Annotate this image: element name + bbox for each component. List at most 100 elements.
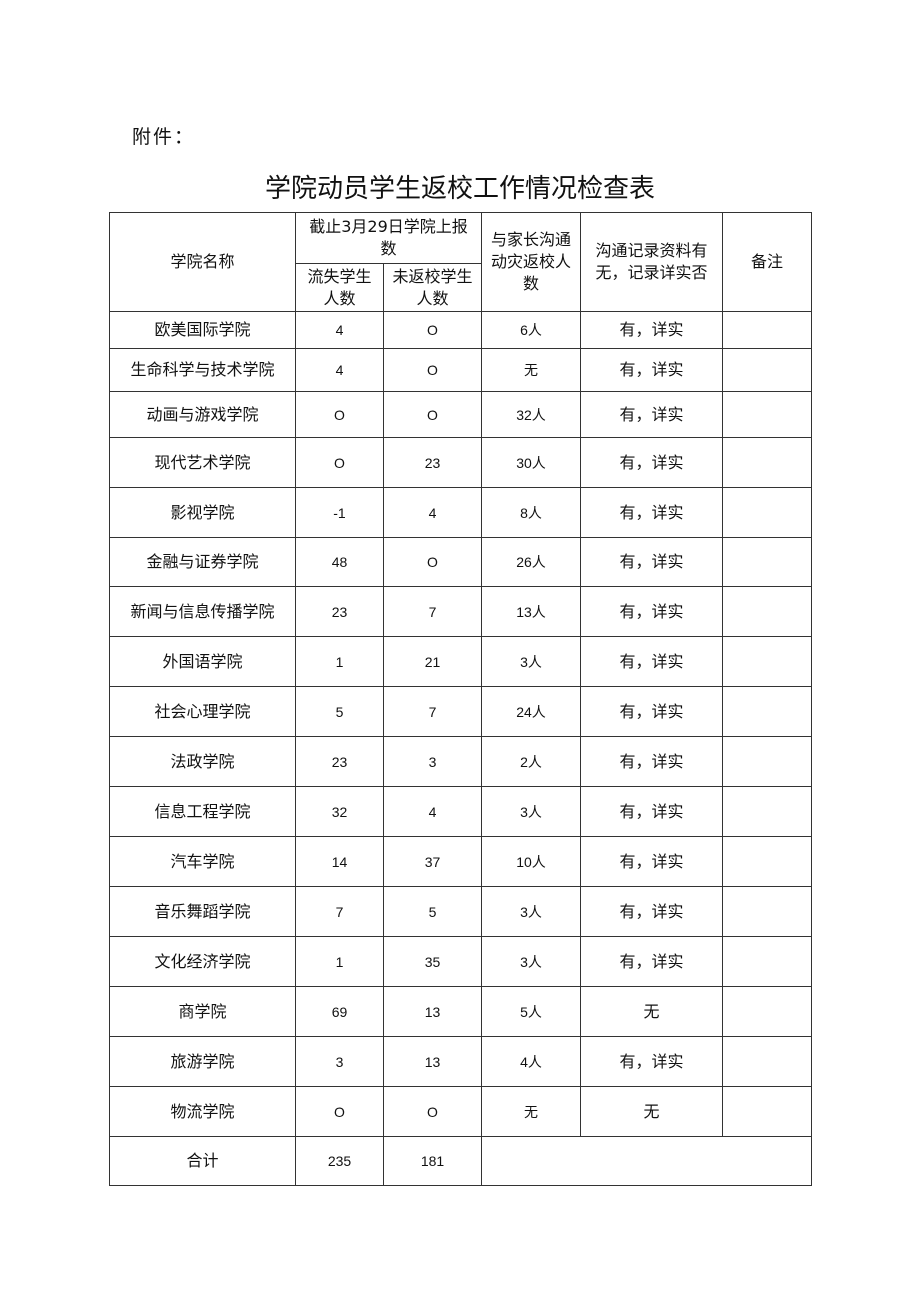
remarks-cell <box>722 391 812 438</box>
lost-students-cell: 23 <box>295 586 384 637</box>
parent-contact-cell: 24人 <box>481 686 581 737</box>
remarks-cell <box>722 537 812 587</box>
records-cell: 有，详实 <box>580 586 723 637</box>
lost-students-cell: 48 <box>295 537 384 587</box>
records-cell: 有，详实 <box>580 736 723 787</box>
college-name-cell: 影视学院 <box>109 487 296 538</box>
lost-students-cell: O <box>295 437 384 488</box>
remarks-cell <box>722 437 812 488</box>
records-cell: 有，详实 <box>580 348 723 392</box>
header-records: 沟通记录资料有无，记录详实否 <box>580 212 723 312</box>
college-name-cell: 生命科学与技术学院 <box>109 348 296 392</box>
parent-contact-cell: 2人 <box>481 736 581 787</box>
remarks-cell <box>722 348 812 392</box>
records-cell: 有，详实 <box>580 537 723 587</box>
parent-contact-cell: 无 <box>481 1086 581 1137</box>
records-cell: 有，详实 <box>580 836 723 887</box>
not-returned-cell: 35 <box>383 936 482 987</box>
remarks-cell <box>722 1036 812 1087</box>
parent-contact-cell: 30人 <box>481 437 581 488</box>
college-name-cell: 动画与游戏学院 <box>109 391 296 438</box>
not-returned-cell: 37 <box>383 836 482 887</box>
table-row: 现代艺术学院 O 23 30人 有，详实 <box>109 437 812 488</box>
table-row: 文化经济学院 1 35 3人 有，详实 <box>109 936 812 987</box>
lost-students-cell: 1 <box>295 636 384 687</box>
total-label: 合计 <box>109 1136 296 1186</box>
remarks-cell <box>722 311 812 349</box>
lost-students-cell: 7 <box>295 886 384 937</box>
not-returned-cell: 5 <box>383 886 482 937</box>
not-returned-cell: 3 <box>383 736 482 787</box>
document-title: 学院动员学生返校工作情况检查表 <box>264 174 655 204</box>
not-returned-cell: O <box>383 311 482 349</box>
parent-contact-cell: 5人 <box>481 986 581 1037</box>
header-remarks: 备注 <box>722 212 812 312</box>
remarks-cell <box>722 487 812 538</box>
college-name-cell: 现代艺术学院 <box>109 437 296 488</box>
table-row: 物流学院 O O 无无 <box>109 1086 812 1137</box>
remarks-cell <box>722 886 812 937</box>
parent-contact-cell: 3人 <box>481 786 581 837</box>
lost-students-cell: 23 <box>295 736 384 787</box>
lost-students-cell: 32 <box>295 786 384 837</box>
not-returned-cell: 7 <box>383 586 482 637</box>
records-cell: 有，详实 <box>580 636 723 687</box>
records-cell: 有，详实 <box>580 437 723 488</box>
college-name-cell: 社会心理学院 <box>109 686 296 737</box>
table-row: 商学院 69 13 5人无 <box>109 986 812 1037</box>
not-returned-cell: O <box>383 348 482 392</box>
college-name-cell: 外国语学院 <box>109 636 296 687</box>
college-name-cell: 信息工程学院 <box>109 786 296 837</box>
parent-contact-cell: 3人 <box>481 636 581 687</box>
not-returned-cell: 4 <box>383 786 482 837</box>
college-name-cell: 文化经济学院 <box>109 936 296 987</box>
parent-contact-cell: 4人 <box>481 1036 581 1087</box>
header-parent-contact: 与家长沟通动灾返校人数 <box>481 212 581 312</box>
table-row: 动画与游戏学院 O O 32人 有，详实 <box>109 391 812 438</box>
parent-contact-cell: 6人 <box>481 311 581 349</box>
inspection-table: 学院名称 截止3月29日学院上报数 与家长沟通动灾返校人数 沟通记录资料有无，记… <box>109 212 812 1186</box>
table-row: 汽车学院 14 37 10人 有，详实 <box>109 836 812 887</box>
total-row: 合计 235 181 <box>109 1136 812 1186</box>
parent-contact-cell: 13人 <box>481 586 581 637</box>
lost-students-cell: 4 <box>295 311 384 349</box>
parent-contact-cell: 26人 <box>481 537 581 587</box>
records-cell: 无 <box>580 986 723 1037</box>
table-row: 生命科学与技术学院 4 O 无有，详实 <box>109 348 812 392</box>
lost-students-cell: 1 <box>295 936 384 987</box>
college-name-cell: 金融与证券学院 <box>109 537 296 587</box>
not-returned-cell: 23 <box>383 437 482 488</box>
lost-students-cell: O <box>295 1086 384 1137</box>
records-cell: 有，详实 <box>580 311 723 349</box>
remarks-cell <box>722 786 812 837</box>
college-name-cell: 法政学院 <box>109 736 296 787</box>
college-name-cell: 旅游学院 <box>109 1036 296 1087</box>
header-not-returned: 未返校学生人数 <box>383 263 482 312</box>
table-row: 欧美国际学院 4 O 6人 有，详实 <box>109 311 812 349</box>
not-returned-cell: O <box>383 391 482 438</box>
lost-students-cell: 5 <box>295 686 384 737</box>
records-cell: 有，详实 <box>580 786 723 837</box>
records-cell: 有，详实 <box>580 391 723 438</box>
total-blank-cell <box>481 1136 812 1186</box>
table-row: 社会心理学院 5 7 24人 有，详实 <box>109 686 812 737</box>
not-returned-cell: O <box>383 537 482 587</box>
remarks-cell <box>722 836 812 887</box>
parent-contact-cell: 3人 <box>481 886 581 937</box>
header-reported-group: 截止3月29日学院上报数 <box>295 212 482 264</box>
lost-students-cell: O <box>295 391 384 438</box>
lost-students-cell: 69 <box>295 986 384 1037</box>
attachment-label: 附件： <box>132 126 196 148</box>
records-cell: 有，详实 <box>580 886 723 937</box>
not-returned-cell: O <box>383 1086 482 1137</box>
table-row: 法政学院 23 3 2人 有，详实 <box>109 736 812 787</box>
remarks-cell <box>722 936 812 987</box>
parent-contact-cell: 8人 <box>481 487 581 538</box>
table-row: 影视学院 -1 4 8人 有，详实 <box>109 487 812 538</box>
not-returned-cell: 13 <box>383 986 482 1037</box>
header-lost-students: 流失学生人数 <box>295 263 384 312</box>
parent-contact-cell: 10人 <box>481 836 581 887</box>
college-name-cell: 新闻与信息传播学院 <box>109 586 296 637</box>
college-name-cell: 欧美国际学院 <box>109 311 296 349</box>
table-row: 音乐舞蹈学院 7 5 3人 有，详实 <box>109 886 812 937</box>
